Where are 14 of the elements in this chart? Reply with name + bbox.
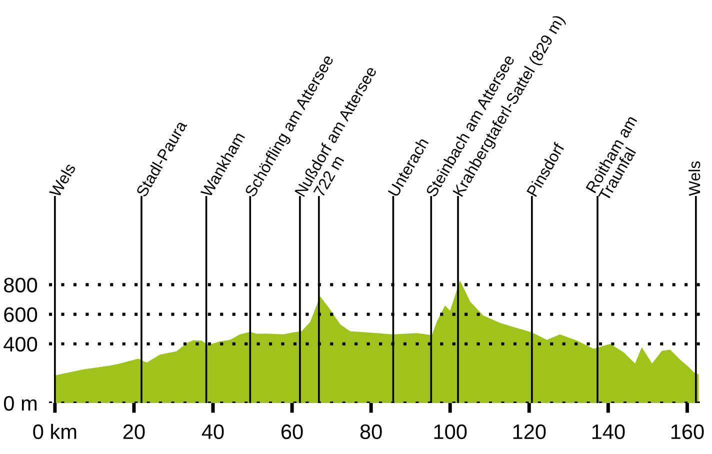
x-tick-label: 0 km — [33, 424, 76, 440]
y-tick-label: 400 — [4, 336, 38, 352]
x-tick-label: 60 — [282, 424, 303, 440]
x-tick-label: 160 — [671, 424, 704, 440]
x-tick-label: 120 — [513, 424, 546, 440]
y-tick-label: 600 — [4, 307, 38, 322]
y-tick-label: 800 — [4, 278, 38, 292]
x-tick-label: 20 — [123, 424, 145, 440]
x-tick-label: 140 — [592, 424, 625, 440]
x-tick-label: 80 — [360, 424, 382, 440]
x-tick-label: 100 — [434, 424, 467, 440]
x-tick-label: 40 — [202, 424, 224, 440]
ref-line-label: Wels — [688, 161, 700, 196]
y-tick-label: 0 m — [4, 396, 37, 411]
